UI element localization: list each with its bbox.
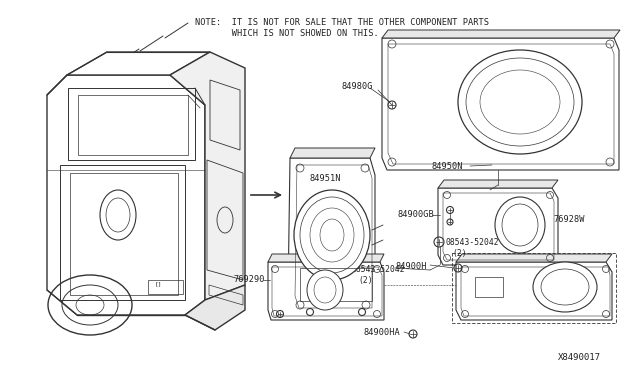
Polygon shape xyxy=(47,75,205,315)
Ellipse shape xyxy=(458,50,582,154)
Text: 769290: 769290 xyxy=(233,275,264,284)
Text: X8490017: X8490017 xyxy=(558,353,601,362)
Text: 84992M: 84992M xyxy=(549,280,580,289)
Polygon shape xyxy=(456,262,612,320)
Polygon shape xyxy=(438,180,558,188)
Text: 84900GB: 84900GB xyxy=(294,231,331,240)
Polygon shape xyxy=(170,52,245,300)
Text: (2): (2) xyxy=(358,276,372,285)
Polygon shape xyxy=(456,254,612,262)
Text: 84900GB: 84900GB xyxy=(398,210,435,219)
Polygon shape xyxy=(268,254,384,262)
Ellipse shape xyxy=(495,197,545,253)
Polygon shape xyxy=(382,38,619,170)
Polygon shape xyxy=(382,30,620,38)
Text: 76928W: 76928W xyxy=(553,215,584,224)
Ellipse shape xyxy=(294,190,370,280)
Text: 08543-52042: 08543-52042 xyxy=(352,265,406,274)
Ellipse shape xyxy=(307,270,343,310)
Polygon shape xyxy=(288,158,375,315)
Bar xyxy=(300,268,372,301)
Text: 84951N: 84951N xyxy=(310,174,342,183)
Text: WHICH IS NOT SHOWED ON THIS.: WHICH IS NOT SHOWED ON THIS. xyxy=(195,29,379,38)
Text: []: [] xyxy=(155,281,163,286)
Polygon shape xyxy=(268,262,384,320)
Bar xyxy=(475,277,503,297)
Polygon shape xyxy=(290,148,375,158)
Text: 08543-52042: 08543-52042 xyxy=(446,238,500,247)
Polygon shape xyxy=(438,188,558,265)
Text: (2): (2) xyxy=(452,249,467,258)
Bar xyxy=(148,280,183,294)
Text: 84980G: 84980G xyxy=(342,82,374,91)
Text: 84950N: 84950N xyxy=(432,162,463,171)
Polygon shape xyxy=(67,52,210,75)
Ellipse shape xyxy=(533,262,597,312)
Polygon shape xyxy=(185,285,245,330)
Text: 84900HA: 84900HA xyxy=(363,328,400,337)
Text: 84900H: 84900H xyxy=(396,262,428,271)
Text: NOTE:  IT IS NOT FOR SALE THAT THE OTHER COMPONENT PARTS: NOTE: IT IS NOT FOR SALE THAT THE OTHER … xyxy=(195,18,489,27)
